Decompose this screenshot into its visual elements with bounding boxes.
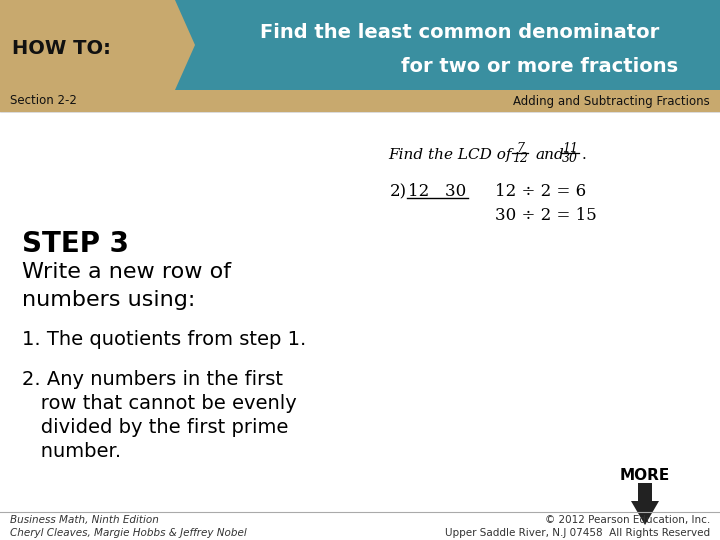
Polygon shape xyxy=(0,0,195,90)
Text: 12: 12 xyxy=(512,152,528,165)
Text: for two or more fractions: for two or more fractions xyxy=(402,57,678,76)
Text: Upper Saddle River, N.J 07458  All Rights Reserved: Upper Saddle River, N.J 07458 All Rights… xyxy=(445,528,710,538)
Text: HOW TO:: HOW TO: xyxy=(12,38,111,57)
Text: 12   30: 12 30 xyxy=(408,184,467,200)
Text: 11: 11 xyxy=(562,141,578,154)
Text: row that cannot be evenly: row that cannot be evenly xyxy=(22,394,297,413)
Text: © 2012 Pearson Education, Inc.: © 2012 Pearson Education, Inc. xyxy=(545,515,710,525)
Text: 1. The quotients from step 1.: 1. The quotients from step 1. xyxy=(22,330,306,349)
Text: STEP 3: STEP 3 xyxy=(22,230,129,258)
Text: 12 ÷ 2 = 6: 12 ÷ 2 = 6 xyxy=(495,184,586,200)
Text: divided by the first prime: divided by the first prime xyxy=(22,418,289,437)
Polygon shape xyxy=(631,483,659,525)
Text: Write a new row of: Write a new row of xyxy=(22,262,231,282)
Text: Cheryl Cleaves, Margie Hobbs & Jeffrey Nobel: Cheryl Cleaves, Margie Hobbs & Jeffrey N… xyxy=(10,528,247,538)
Text: 30: 30 xyxy=(562,152,578,165)
Text: number.: number. xyxy=(22,442,121,461)
Text: 30 ÷ 2 = 15: 30 ÷ 2 = 15 xyxy=(495,206,597,224)
Text: and: and xyxy=(535,148,564,162)
Text: 7: 7 xyxy=(516,141,524,154)
Text: 2. Any numbers in the first: 2. Any numbers in the first xyxy=(22,370,283,389)
Text: MORE: MORE xyxy=(620,468,670,483)
Bar xyxy=(0,112,720,512)
Text: .: . xyxy=(582,148,587,162)
Bar xyxy=(0,0,720,90)
Text: numbers using:: numbers using: xyxy=(22,290,195,310)
Text: Section 2-2: Section 2-2 xyxy=(10,94,77,107)
Text: Find the LCD of: Find the LCD of xyxy=(388,148,511,162)
Text: Find the least common denominator: Find the least common denominator xyxy=(261,24,660,43)
Text: Adding and Subtracting Fractions: Adding and Subtracting Fractions xyxy=(513,94,710,107)
Text: 2): 2) xyxy=(390,184,407,200)
Text: Business Math, Ninth Edition: Business Math, Ninth Edition xyxy=(10,515,159,525)
Bar xyxy=(0,90,720,112)
